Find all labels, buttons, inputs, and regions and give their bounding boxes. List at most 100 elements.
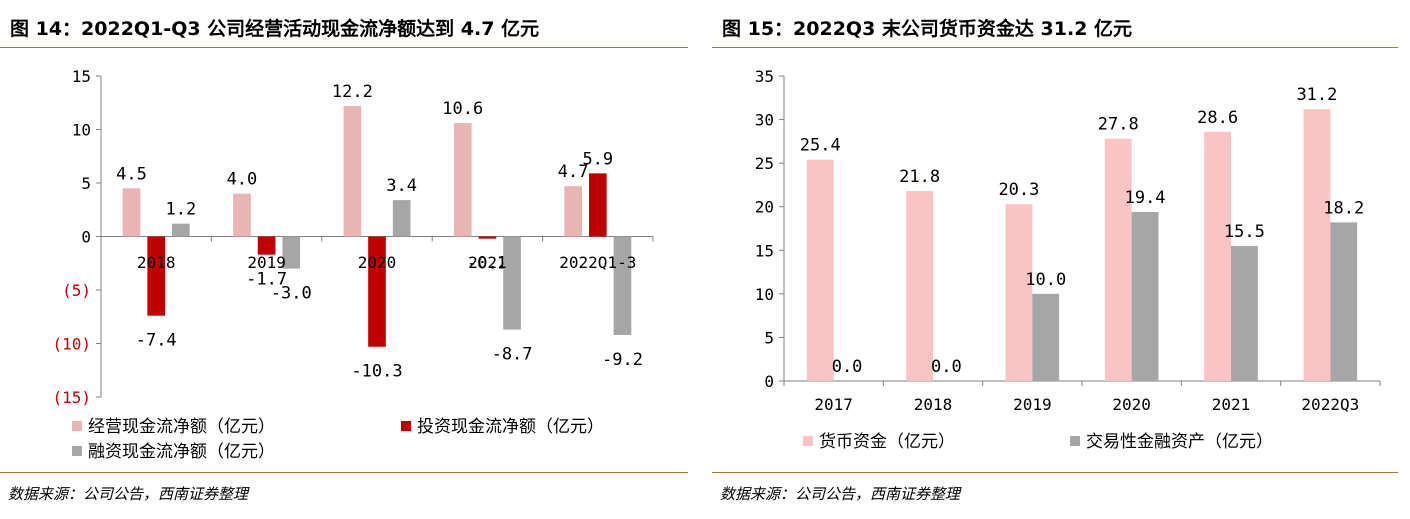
data-label: -1.7 bbox=[246, 270, 287, 290]
bar bbox=[172, 223, 190, 237]
figure-15-title: 图 15：2022Q3 末公司货币资金达 31.2 亿元 bbox=[722, 18, 1133, 40]
legend-label: 融资现金流净额（亿元） bbox=[88, 442, 275, 462]
y-tick-label: (15) bbox=[52, 388, 91, 407]
y-tick-label: 0 bbox=[81, 228, 91, 247]
data-label: 4.7 bbox=[558, 162, 589, 182]
legend-swatch bbox=[72, 421, 82, 431]
data-label: -9.2 bbox=[602, 350, 643, 370]
bar bbox=[122, 188, 141, 237]
data-label: -3.0 bbox=[271, 284, 312, 304]
x-tick-label: 2020 bbox=[1112, 395, 1151, 414]
x-tick-label: 2021 bbox=[468, 253, 507, 272]
data-label: 10.0 bbox=[1025, 270, 1066, 290]
legend-swatch bbox=[401, 421, 411, 431]
y-tick-label: (10) bbox=[52, 335, 91, 354]
data-label: 31.2 bbox=[1296, 85, 1337, 105]
data-label: 12.2 bbox=[332, 82, 373, 102]
bar bbox=[343, 105, 362, 237]
data-label: 10.6 bbox=[442, 99, 483, 119]
x-tick-label: 2019 bbox=[1013, 395, 1052, 414]
data-label: 28.6 bbox=[1197, 108, 1238, 128]
bar bbox=[503, 236, 521, 330]
bar bbox=[1005, 204, 1033, 381]
data-label: -7.4 bbox=[136, 331, 177, 351]
data-label: 18.2 bbox=[1323, 198, 1364, 218]
data-label: 0.0 bbox=[832, 357, 863, 377]
data-label: 25.4 bbox=[800, 136, 841, 156]
y-tick-label: (5) bbox=[62, 281, 91, 300]
cash-flow-chart: 15 10 5 0 (5) (10) (15) 4.5 4.0 12.2 10.6 4.7 -7.4 -1… bbox=[52, 67, 654, 462]
data-source-note: 数据来源：公司公告，西南证券整理 bbox=[720, 485, 961, 503]
bar bbox=[1104, 138, 1132, 381]
x-tick-label: 2018 bbox=[137, 253, 176, 272]
x-tick-label: 2022Q3 bbox=[1301, 395, 1359, 414]
y-tick-label: 15 bbox=[755, 241, 774, 260]
bar bbox=[1231, 245, 1258, 381]
y-tick-label: 0 bbox=[764, 372, 774, 391]
legend-swatch bbox=[72, 446, 82, 456]
data-label: -10.3 bbox=[351, 362, 402, 382]
source-divider bbox=[0, 472, 688, 473]
legend-swatch bbox=[1070, 436, 1080, 446]
y-tick-label: 10 bbox=[72, 121, 91, 140]
y-tick-label: 30 bbox=[755, 111, 774, 130]
y-tick-label: 25 bbox=[755, 154, 774, 173]
bar bbox=[588, 173, 607, 237]
data-label: 20.3 bbox=[998, 180, 1039, 200]
x-tick-label: 2017 bbox=[814, 395, 853, 414]
figure-14-title: 图 14：2022Q1-Q3 公司经营活动现金流净额达到 4.7 亿元 bbox=[10, 18, 540, 40]
bar bbox=[1032, 293, 1060, 381]
bar bbox=[392, 200, 411, 237]
bar bbox=[806, 159, 834, 381]
data-label: 21.8 bbox=[899, 167, 940, 187]
data-label: 0.0 bbox=[931, 357, 962, 377]
data-label: 15.5 bbox=[1224, 222, 1265, 242]
bar bbox=[368, 236, 386, 347]
bar bbox=[1204, 131, 1231, 381]
bar bbox=[233, 193, 251, 237]
data-label: 1.2 bbox=[166, 200, 197, 220]
data-label: -0.2 bbox=[467, 254, 508, 274]
data-label: 4.0 bbox=[227, 170, 258, 190]
bar bbox=[478, 236, 497, 239]
x-tick-label: 2019 bbox=[247, 253, 286, 272]
x-tick-label: 2020 bbox=[358, 253, 397, 272]
title-divider bbox=[0, 47, 688, 48]
bar bbox=[906, 191, 933, 381]
bar bbox=[257, 236, 276, 255]
legend-label: 货币资金（亿元） bbox=[819, 432, 955, 452]
bar bbox=[147, 236, 166, 316]
x-tick-label: 2018 bbox=[914, 395, 953, 414]
data-label: 5.9 bbox=[582, 149, 613, 169]
legend-label: 经营现金流净额（亿元） bbox=[88, 417, 275, 437]
legend-label: 交易性金融资产（亿元） bbox=[1086, 432, 1273, 452]
bar bbox=[1303, 109, 1331, 381]
data-label: 4.5 bbox=[116, 164, 147, 184]
y-tick-label: 5 bbox=[764, 328, 774, 347]
x-tick-label: 2021 bbox=[1212, 395, 1251, 414]
bar bbox=[1131, 211, 1159, 381]
y-tick-label: 10 bbox=[755, 285, 774, 304]
y-tick-label: 20 bbox=[755, 198, 774, 217]
y-tick-label: 15 bbox=[72, 67, 91, 86]
cash-assets-chart: 35 30 25 20 15 10 5 0 25.4 21.8 20.3 27.8 28.6 31.2 0.… bbox=[755, 67, 1381, 452]
bar bbox=[613, 236, 632, 335]
right-figure-panel: 图 15：2022Q3 末公司货币资金达 31.2 亿元 35 30 25 20 15 1… bbox=[712, 0, 1410, 519]
bar bbox=[1330, 222, 1358, 381]
y-tick-label: 5 bbox=[81, 174, 91, 193]
legend-label: 投资现金流净额（亿元） bbox=[417, 417, 604, 437]
title-divider bbox=[712, 47, 1398, 48]
bar bbox=[282, 236, 301, 269]
data-label: 27.8 bbox=[1098, 115, 1139, 135]
x-tick-label: 2022Q1-3 bbox=[559, 253, 636, 272]
left-figure-panel: 图 14：2022Q1-Q3 公司经营活动现金流净额达到 4.7 亿元 15 10… bbox=[0, 0, 700, 519]
data-label: -8.7 bbox=[492, 345, 533, 365]
y-tick-label: 35 bbox=[755, 67, 774, 86]
legend-swatch bbox=[803, 436, 813, 446]
bar bbox=[564, 186, 582, 237]
data-label: 19.4 bbox=[1125, 188, 1166, 208]
data-label: 3.4 bbox=[386, 176, 417, 196]
data-source-note: 数据来源：公司公告，西南证券整理 bbox=[8, 485, 249, 503]
bar bbox=[453, 123, 472, 237]
source-divider bbox=[712, 472, 1398, 473]
